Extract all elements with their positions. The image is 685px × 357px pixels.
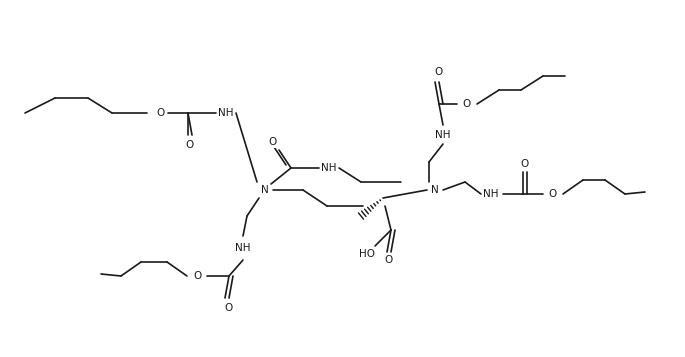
Text: O: O [521,159,529,169]
Text: O: O [225,303,233,313]
Text: HO: HO [359,249,375,259]
Text: O: O [269,137,277,147]
Text: N: N [261,185,269,195]
Text: O: O [193,271,201,281]
Text: O: O [385,255,393,265]
Text: NH: NH [219,108,234,118]
Text: NH: NH [483,189,499,199]
Text: N: N [431,185,439,195]
Text: O: O [549,189,557,199]
Text: O: O [463,99,471,109]
Text: O: O [435,67,443,77]
Text: NH: NH [321,163,337,173]
Text: NH: NH [435,130,451,140]
Text: O: O [156,108,164,118]
Text: O: O [186,140,194,150]
Text: NH: NH [235,243,251,253]
